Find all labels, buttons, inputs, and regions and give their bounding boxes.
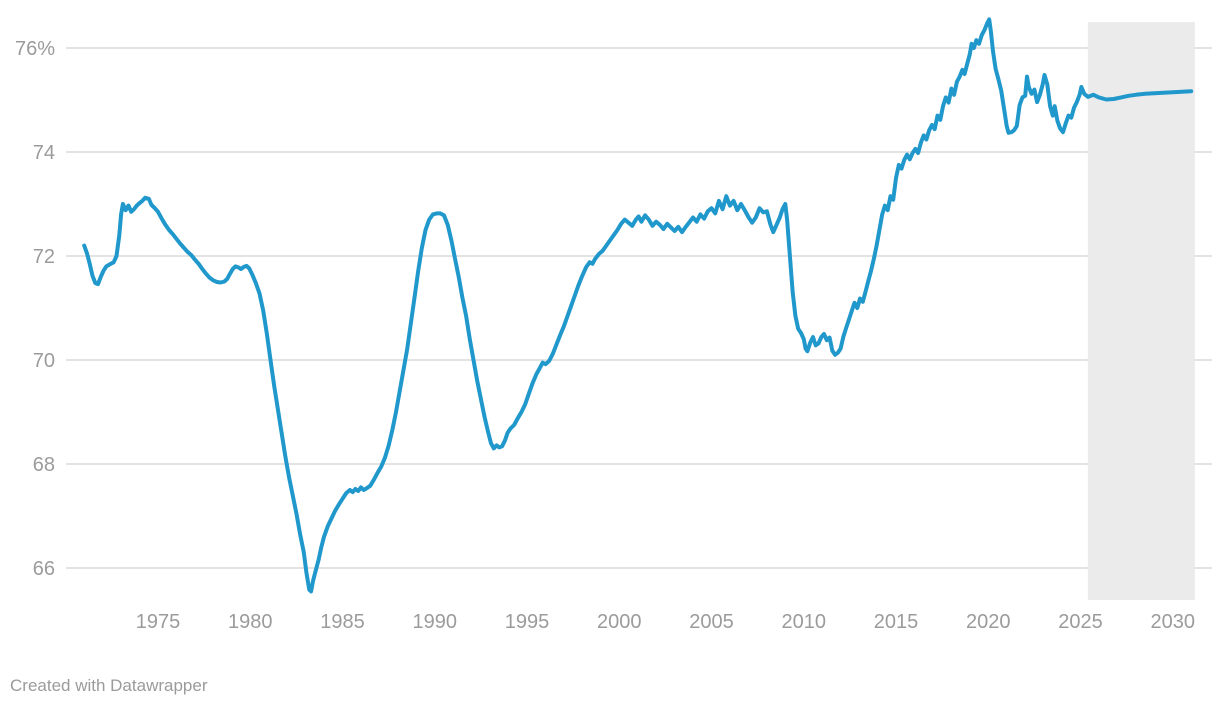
- y-axis-tick-label: 70: [33, 350, 55, 372]
- x-axis-labels: 1975 1980 1985 1990 1995 2000 2005 2010 2015 2020…: [136, 611, 1195, 633]
- datawrapper-credit: Created with Datawrapper: [10, 676, 208, 695]
- x-axis-tick-label: 1990: [413, 611, 458, 633]
- forecast-band-layer: [1087, 22, 1195, 600]
- y-axis-tick-label: 72: [33, 246, 55, 268]
- x-axis-tick-label: 1995: [505, 611, 550, 633]
- y-axis-tick-label: 74: [33, 142, 55, 164]
- y-axis-labels: 76% 74 72 70 68 66: [15, 38, 55, 580]
- x-axis-tick-label: 2000: [597, 611, 642, 633]
- x-axis-tick-label: 2025: [1058, 611, 1103, 633]
- y-axis-tick-label: 68: [33, 454, 55, 476]
- y-axis-tick-label: 66: [33, 558, 55, 580]
- y-axis-tick-label: 76%: [15, 38, 55, 60]
- x-axis-tick-label: 2015: [874, 611, 919, 633]
- x-axis-tick-label: 1985: [320, 611, 365, 633]
- x-axis-tick-label: 1980: [228, 611, 273, 633]
- data-line: [82, 17, 1194, 594]
- x-axis-tick-label: 2010: [782, 611, 827, 633]
- data-line-layer: [82, 17, 1194, 594]
- x-axis-tick-label: 1975: [136, 611, 181, 633]
- forecast-band: [1087, 22, 1195, 600]
- gridlines-layer: [66, 47, 1212, 569]
- line-chart: 76% 74 72 70 68 66 1975 1980 1985 1990 1995 2000 20…: [15, 17, 1212, 633]
- x-axis-tick-label: 2020: [966, 611, 1011, 633]
- x-axis-tick-label: 2030: [1151, 611, 1196, 633]
- x-axis-tick-label: 2005: [689, 611, 734, 633]
